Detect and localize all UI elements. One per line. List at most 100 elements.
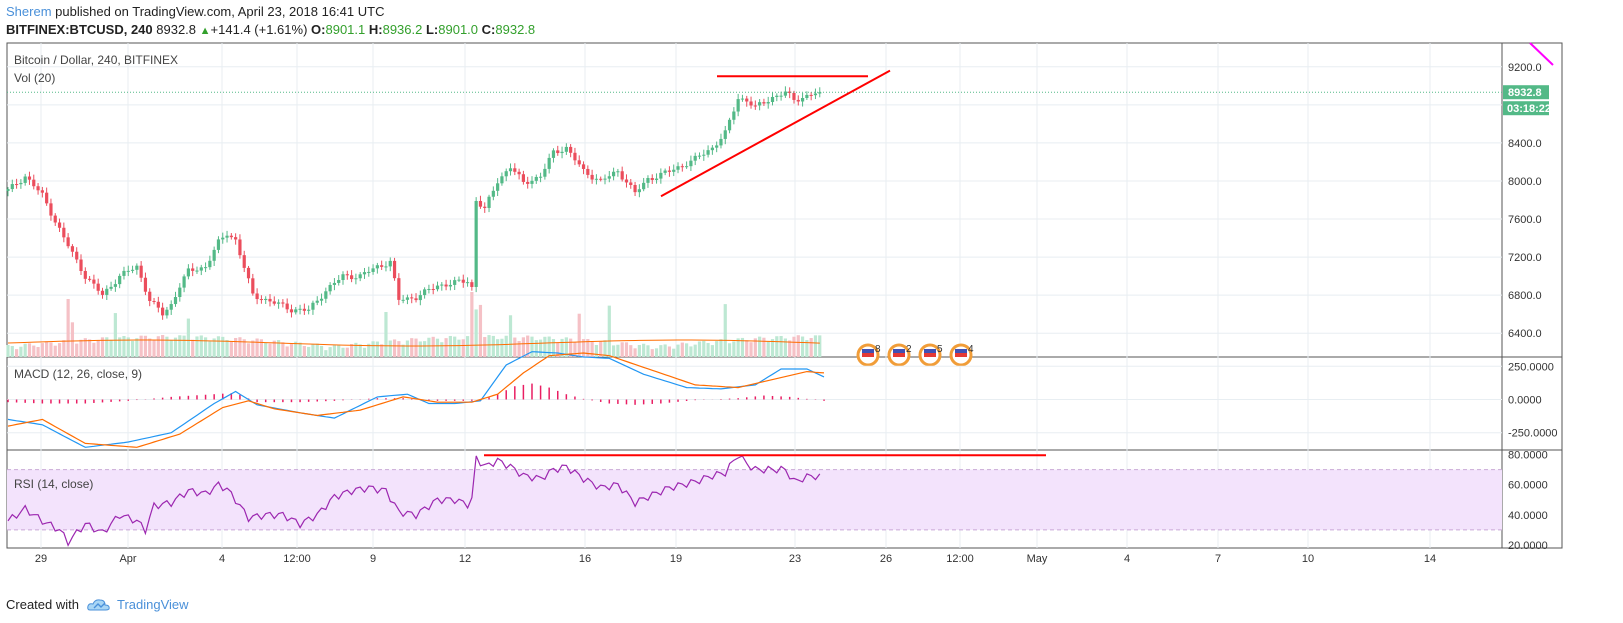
volume-bar [62,340,66,357]
candle-body [10,184,14,190]
candle-body [401,299,405,301]
candle-body [139,265,143,278]
candle-body [521,174,525,182]
candle-body [508,168,513,172]
volume-bar [384,312,388,357]
volume-bar [710,345,714,357]
volume-bar [388,340,392,357]
volume-bar [766,341,770,357]
volume-bar [775,336,779,357]
candle-body [49,203,53,216]
candle-body [543,168,547,177]
candle-body [461,279,465,283]
candle-body [328,284,332,292]
candle-body [779,95,783,97]
candle-body [766,101,770,104]
time-tick-label: 10 [1302,553,1314,565]
main-chart-title: Bitcoin / Dollar, 240, BITFINEX [14,53,178,67]
event-count-label: 2 [906,344,912,355]
candle-body [272,301,276,304]
candle-body [96,283,100,291]
volume-bar [551,339,556,357]
volume-bar [556,342,560,357]
candle-body [607,176,611,179]
volume-bar [496,339,500,357]
volume-bar [341,347,345,357]
candle-body [380,265,384,267]
volume-bar [319,345,324,357]
candle-body [732,111,736,120]
volume-bar [152,339,156,357]
candle-body [418,295,422,301]
candle-body [504,171,508,177]
volume-bar [40,343,44,357]
chart-svg[interactable]: 29 Apr 4 12:00 9 12 16 19 23 26 12:00 May 4 7 10 14 9200… [0,0,1623,600]
volume-bar [727,343,732,357]
volume-bar [702,340,706,357]
time-tick-label: 4 [1124,553,1130,565]
time-tick-label: 12 [459,553,471,565]
candle-body [611,171,616,177]
candle-body [414,298,418,301]
volume-bar [590,341,594,357]
candle-body [633,184,637,193]
close-label: C: [481,22,496,37]
volume-ma-line [7,339,820,347]
volume-bar [517,340,521,357]
volume-bar [685,343,689,357]
volume-bar [577,313,581,357]
volume-bar [659,345,663,357]
volume-bar [216,336,221,357]
candle-body [444,284,448,287]
event-count-label: 5 [937,344,943,355]
volume-bar [599,341,603,357]
volume-bar [646,345,650,357]
candle-body [75,251,79,260]
candle-body [143,277,148,292]
volume-bar [221,336,225,357]
candle-body [246,267,251,279]
volume-bar [156,336,160,357]
volume-bar [478,304,483,357]
macd-tick-label: -250.0000 [1508,428,1558,440]
candle-body [53,215,57,223]
volume-bar [414,338,418,357]
volume-bar [779,336,783,357]
candle-body [371,268,375,272]
candle-body [341,274,345,281]
candle-body [350,275,354,280]
tradingview-link[interactable]: TradingView [116,597,189,612]
volume-bar [32,345,36,357]
volume-bar [307,346,311,357]
volume-bar [470,292,474,357]
volume-bar [758,336,762,357]
macd-tick-label: 250.0000 [1508,361,1554,373]
time-tick-label: Apr [119,553,136,565]
volume-bar [530,336,534,357]
macd-line [7,351,825,448]
candle-body [109,286,113,289]
low-label: L: [425,22,439,37]
candle-body [483,206,487,208]
candle-body [191,268,195,271]
candle-body [667,170,672,172]
event-count-label: 4 [968,344,974,355]
volume-bar [676,344,680,357]
volume-bar [251,340,255,357]
volume-bar [654,348,659,357]
candle-body [448,284,452,287]
candle-body [676,166,680,170]
author-link[interactable]: Sherem [6,4,52,19]
candle-body [465,282,470,284]
us-flag-icon [862,353,874,357]
volume-bar [697,341,702,357]
candle-body [770,96,775,102]
volume-bar [75,343,79,357]
candle-body [345,274,349,276]
time-tick-label: 7 [1215,553,1221,565]
candle-body [685,166,689,168]
tradingview-cloud-icon [87,598,110,610]
created-with-label: Created with [6,597,79,612]
candle-body [6,189,10,191]
volume-bar [792,336,796,357]
